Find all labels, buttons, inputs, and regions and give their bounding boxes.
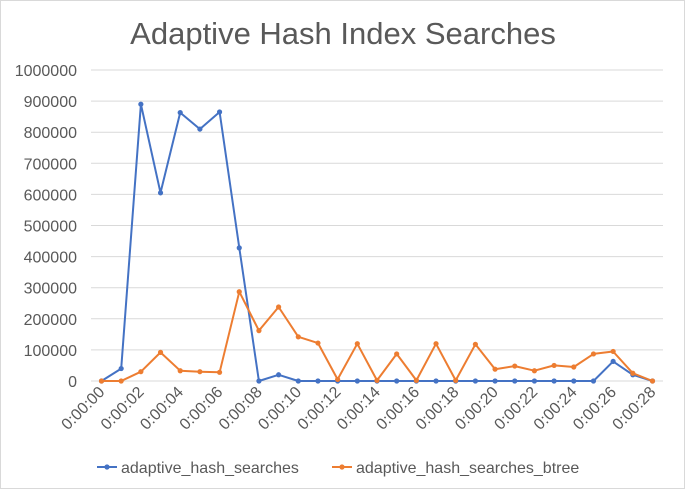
- data-point: [138, 369, 144, 375]
- data-point: [590, 351, 597, 357]
- y-tick-label: 400000: [24, 250, 77, 267]
- x-tick-label: 0:00:12: [295, 384, 345, 434]
- series-1: [98, 101, 656, 384]
- x-axis-ticks: 0:00:000:00:020:00:040:00:060:00:080:00:…: [59, 384, 660, 434]
- data-point: [315, 378, 321, 384]
- data-point: [512, 378, 518, 384]
- legend-item: adaptive_hash_searches_btree: [332, 460, 579, 477]
- series-line: [100, 103, 653, 382]
- x-tick-label: 0:00:20: [452, 384, 502, 434]
- data-point: [610, 358, 616, 365]
- x-tick-label: 0:00:02: [98, 384, 148, 434]
- y-tick-label: 500000: [24, 219, 77, 236]
- legend-marker: [104, 464, 110, 470]
- gridlines: [91, 69, 663, 382]
- data-point: [433, 341, 439, 347]
- data-point: [236, 245, 242, 251]
- data-point: [177, 110, 183, 116]
- data-point: [433, 378, 439, 384]
- data-point: [236, 289, 242, 295]
- data-point: [315, 340, 321, 346]
- data-point: [551, 378, 557, 384]
- data-point: [295, 378, 301, 384]
- data-point: [630, 370, 636, 376]
- y-tick-label: 1000000: [15, 63, 77, 80]
- legend-marker: [339, 464, 345, 470]
- data-point: [276, 304, 282, 310]
- y-tick-label: 0: [68, 374, 77, 391]
- legend: adaptive_hash_searches adaptive_hash_sear…: [97, 460, 579, 477]
- x-tick-label: 0:00:26: [570, 384, 620, 434]
- data-point: [98, 378, 105, 384]
- chart-title: Adaptive Hash Index Searches: [130, 16, 556, 51]
- x-tick-label: 0:00:16: [373, 384, 423, 434]
- y-tick-label: 200000: [24, 312, 77, 329]
- data-point: [354, 341, 360, 347]
- data-point: [374, 377, 380, 383]
- legend-label: adaptive_hash_searches_btree: [356, 460, 579, 477]
- data-point: [453, 377, 459, 383]
- data-point: [118, 365, 124, 372]
- data-point: [492, 378, 498, 384]
- y-tick-label: 800000: [24, 125, 77, 142]
- data-point: [256, 378, 262, 384]
- data-point: [649, 378, 656, 384]
- data-point: [138, 101, 144, 107]
- data-point: [256, 328, 262, 334]
- series-line: [101, 290, 653, 382]
- data-point: [295, 334, 301, 340]
- y-tick-label: 700000: [24, 156, 77, 173]
- x-tick-label: 0:00:10: [255, 384, 305, 434]
- x-tick-label: 0:00:08: [216, 384, 266, 434]
- data-point: [413, 377, 419, 383]
- data-point: [551, 362, 557, 369]
- data-point: [197, 369, 203, 375]
- x-tick-label: 0:00:04: [137, 384, 187, 434]
- data-point: [177, 368, 183, 374]
- data-point: [118, 378, 124, 384]
- data-point: [276, 372, 282, 378]
- data-point: [531, 368, 538, 374]
- x-tick-label: 0:00:18: [413, 384, 463, 434]
- y-tick-label: 300000: [24, 281, 77, 298]
- data-point: [531, 378, 538, 384]
- data-point: [197, 126, 203, 132]
- data-point: [157, 349, 164, 355]
- legend-label: adaptive_hash_searches: [121, 460, 299, 477]
- y-axis-ticks: 0 100000 200000 300000 400000 500000 600000 700…: [15, 63, 77, 391]
- data-point: [472, 378, 478, 384]
- x-tick-label: 0:00:06: [177, 384, 227, 434]
- x-tick-label: 0:00:24: [531, 384, 581, 434]
- x-tick-label: 0:00:14: [334, 384, 384, 434]
- legend-item: adaptive_hash_searches: [97, 460, 299, 477]
- x-tick-label: 0:00:22: [491, 384, 541, 434]
- y-tick-label: 900000: [24, 94, 77, 111]
- data-point: [335, 376, 341, 383]
- x-tick-label: 0:00:28: [610, 384, 660, 434]
- data-point: [394, 378, 400, 384]
- data-point: [216, 109, 223, 115]
- series-2: [98, 289, 656, 384]
- data-point: [512, 363, 518, 369]
- data-point: [472, 341, 478, 347]
- data-point: [216, 369, 223, 375]
- x-tick-label: 0:00:00: [59, 384, 109, 434]
- data-point: [571, 378, 577, 384]
- y-tick-label: 600000: [24, 187, 77, 204]
- series-layer: [98, 101, 656, 384]
- data-point: [571, 364, 577, 370]
- data-point: [492, 366, 498, 372]
- y-tick-label: 100000: [24, 343, 77, 360]
- data-point: [610, 348, 616, 355]
- data-point: [394, 351, 400, 357]
- data-point: [157, 190, 164, 196]
- data-point: [590, 378, 597, 384]
- data-point: [354, 378, 360, 384]
